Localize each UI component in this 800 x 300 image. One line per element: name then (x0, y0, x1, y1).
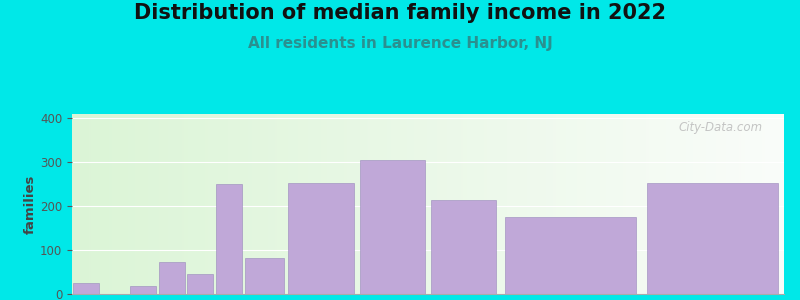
Text: Distribution of median family income in 2022: Distribution of median family income in … (134, 3, 666, 23)
Text: City-Data.com: City-Data.com (678, 121, 762, 134)
Bar (158, 262, 185, 294)
Bar (73, 283, 99, 294)
Bar (360, 160, 425, 294)
Bar (431, 200, 496, 294)
Bar (505, 217, 636, 294)
Y-axis label: families: families (24, 174, 38, 234)
Text: All residents in Laurence Harbor, NJ: All residents in Laurence Harbor, NJ (248, 36, 552, 51)
Bar (130, 286, 156, 294)
Bar (215, 184, 242, 294)
Bar (289, 183, 354, 294)
Bar (245, 258, 284, 294)
Bar (187, 274, 214, 294)
Bar (647, 183, 778, 294)
